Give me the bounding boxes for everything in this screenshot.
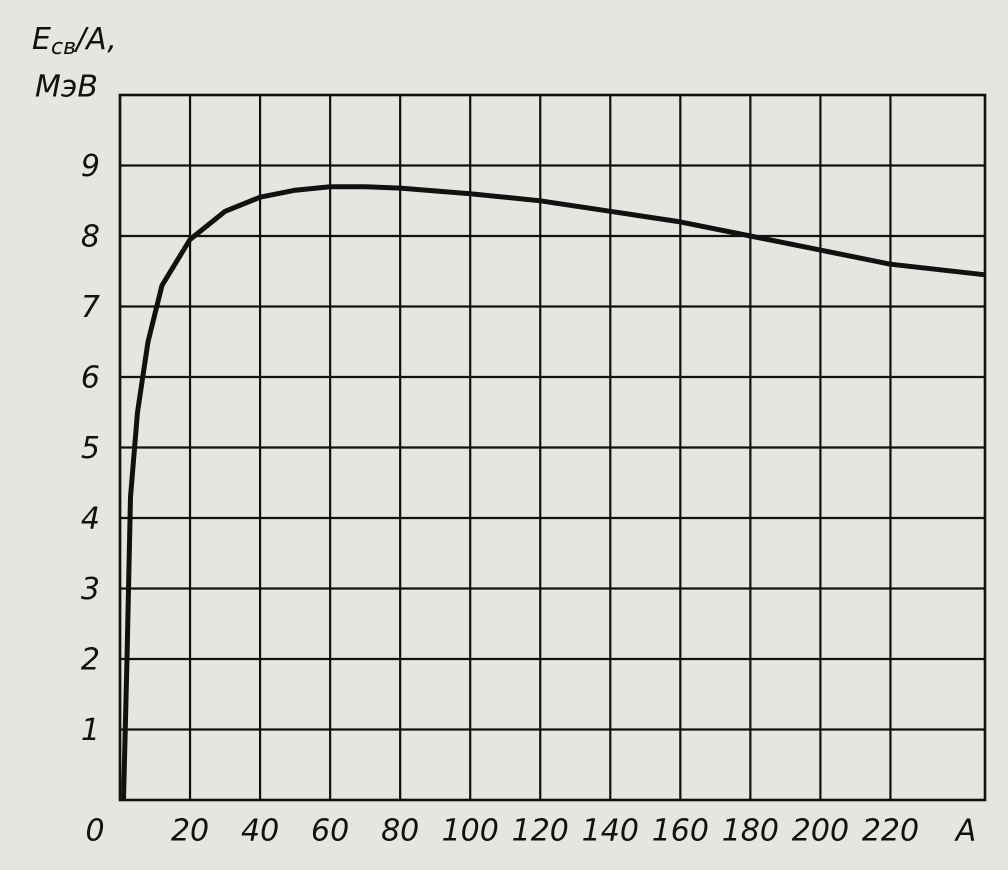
x-tick-label: 140	[582, 814, 639, 849]
y-tick-label: 2	[81, 643, 100, 678]
y-tick-label: 9	[81, 149, 100, 184]
y-label-subscript: св	[51, 35, 76, 60]
x-tick-label: 100	[442, 814, 499, 849]
y-tick-label: 6	[81, 361, 100, 396]
x-tick-label: 40	[241, 814, 279, 849]
x-tick-label: 20	[171, 814, 209, 849]
y-label-rest: /A,	[73, 22, 117, 57]
y-tick-label: 7	[81, 290, 100, 325]
x-tick-label: 60	[311, 814, 349, 849]
x-tick-label: 160	[652, 814, 709, 849]
x-tick-label: 120	[512, 814, 569, 849]
data-line	[121, 184, 986, 801]
x-tick-label: 220	[862, 814, 919, 849]
y-label-symbol: E	[32, 22, 51, 57]
y-tick-label: 3	[81, 572, 100, 607]
x-tick-label: 200	[792, 814, 849, 849]
y-axis-label: Eсв/A,	[32, 22, 117, 61]
x-tick-label: 80	[381, 814, 419, 849]
plot-frame	[118, 93, 987, 802]
y-axis-unit: МэВ	[35, 70, 98, 105]
x-tick-label: 180	[722, 814, 779, 849]
y-tick-label: 8	[81, 220, 100, 255]
y-tick-label: 4	[81, 502, 100, 537]
x-tick-label: 0	[85, 814, 104, 849]
y-tick-label: 5	[81, 431, 100, 466]
y-tick-label: 1	[81, 713, 100, 748]
x-axis-label: A	[954, 814, 977, 849]
